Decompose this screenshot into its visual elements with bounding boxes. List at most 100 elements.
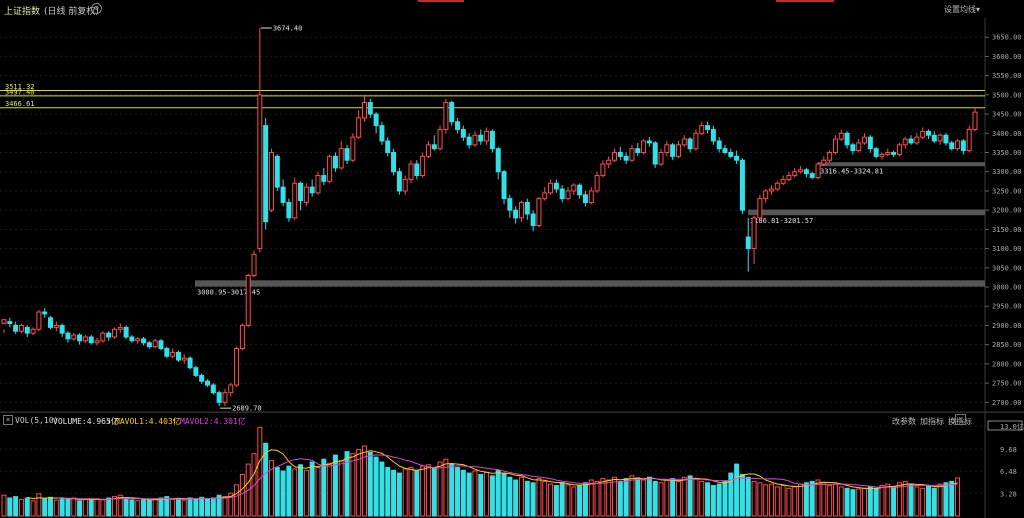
vol-tick-label: 9.68 <box>1000 446 1017 454</box>
switch-indicator-button[interactable]: 换指标 <box>948 417 972 426</box>
volume-bar <box>559 482 565 517</box>
volume-bar <box>641 479 647 517</box>
volume-value: VOLUME:4.965亿 <box>53 417 119 426</box>
volume-bar <box>821 482 827 517</box>
volume-bar <box>612 476 618 517</box>
volume-bar <box>199 496 205 517</box>
volume-bar <box>321 458 327 517</box>
volume-bar <box>548 483 554 517</box>
volume-bar <box>739 473 745 517</box>
candle-body <box>705 125 711 130</box>
candle-body <box>838 132 844 140</box>
set-ma-button[interactable]: 设置均线▾ <box>943 5 980 14</box>
candle-body <box>53 324 59 328</box>
y-tick-label: 3150.00 <box>992 226 1022 234</box>
volume-bar <box>373 456 379 517</box>
volume-bar <box>600 478 606 517</box>
y-tick-label: 3600.00 <box>992 53 1022 61</box>
candle-body <box>164 348 170 357</box>
candle-body <box>920 130 926 138</box>
volume-bar <box>635 477 641 517</box>
y-tick-label: 3350.00 <box>992 149 1022 157</box>
volume-bar <box>274 467 280 517</box>
close-icon[interactable]: × <box>3 415 13 425</box>
candle-body <box>396 171 402 192</box>
candle-body <box>146 342 152 348</box>
candle-body <box>222 392 228 403</box>
volume-bar <box>414 470 420 517</box>
volume-bar <box>565 484 571 517</box>
candle-body <box>286 201 292 219</box>
volume-bar <box>234 484 240 517</box>
candle-body <box>681 138 687 146</box>
volume-bar <box>675 480 681 517</box>
candle-body <box>361 102 367 119</box>
candle-body <box>559 188 565 200</box>
candle-body <box>972 111 978 130</box>
candle-body <box>687 138 693 150</box>
volume-bar <box>123 498 129 517</box>
index-title[interactable]: 上证指数 (日线 前复权) <box>4 4 99 17</box>
volume-bar <box>88 499 94 517</box>
volume-bar <box>809 480 815 517</box>
volume-bar <box>623 478 629 517</box>
volume-bar <box>920 487 926 517</box>
candle-body <box>786 175 792 180</box>
volume-bar <box>437 461 443 517</box>
candle-body <box>321 175 327 182</box>
volume-bar <box>478 473 484 517</box>
candle-body <box>315 175 321 194</box>
y-tick-label: 2750.00 <box>992 380 1022 388</box>
candle-body <box>652 142 658 165</box>
volume-bar <box>65 498 71 517</box>
volume-bar <box>763 484 769 517</box>
add-indicator-button[interactable]: 加指标 <box>920 417 944 426</box>
volume-bar <box>425 464 431 517</box>
y-tick-label: 3450.00 <box>992 111 1022 119</box>
candle-body <box>292 182 298 219</box>
candle-body <box>617 152 623 157</box>
candle-body <box>856 142 862 152</box>
volume-bar <box>606 479 612 517</box>
candle-body <box>577 184 583 196</box>
volume-bar <box>734 463 740 517</box>
edit-params-button[interactable]: 改参数 <box>892 417 916 426</box>
candle-body <box>443 102 449 130</box>
candle-body <box>879 153 885 157</box>
candle-body <box>867 136 873 150</box>
gear-icon[interactable]: ⚙ <box>91 3 102 14</box>
vol-tick-label: 6.48 <box>1000 468 1017 476</box>
candle-body <box>170 351 176 357</box>
volume-bar <box>484 471 490 517</box>
close-icon[interactable]: × <box>955 414 966 425</box>
volume-bar <box>693 478 699 517</box>
candle-body <box>338 148 344 169</box>
candle-body <box>600 163 606 177</box>
candle-body <box>827 152 833 161</box>
volume-bar <box>495 469 501 517</box>
candle-body <box>734 155 740 161</box>
candle-body <box>513 209 519 219</box>
candle-body <box>489 130 495 150</box>
candle-body <box>193 367 199 376</box>
volume-bar <box>239 473 245 517</box>
level-label: 3511.32 <box>5 83 35 91</box>
volume-bar <box>356 449 362 517</box>
volume-bar <box>617 480 623 517</box>
candle-body <box>117 326 123 330</box>
volume-bar <box>536 478 542 517</box>
volume-bar <box>501 472 507 517</box>
level-label: 3497.40 <box>5 88 35 96</box>
volume-bar <box>664 479 670 517</box>
volume-bar <box>210 497 216 517</box>
volume-bar <box>13 496 19 517</box>
volume-bar <box>524 480 530 517</box>
candle-body <box>455 121 461 130</box>
candle-body <box>59 324 65 334</box>
vol-indicator-name[interactable]: VOL(5,10) <box>15 416 59 425</box>
candle-body <box>71 334 77 340</box>
candle-body <box>518 201 524 219</box>
candle-body <box>141 338 147 344</box>
volume-bar <box>646 476 652 517</box>
candle-body <box>280 186 286 203</box>
